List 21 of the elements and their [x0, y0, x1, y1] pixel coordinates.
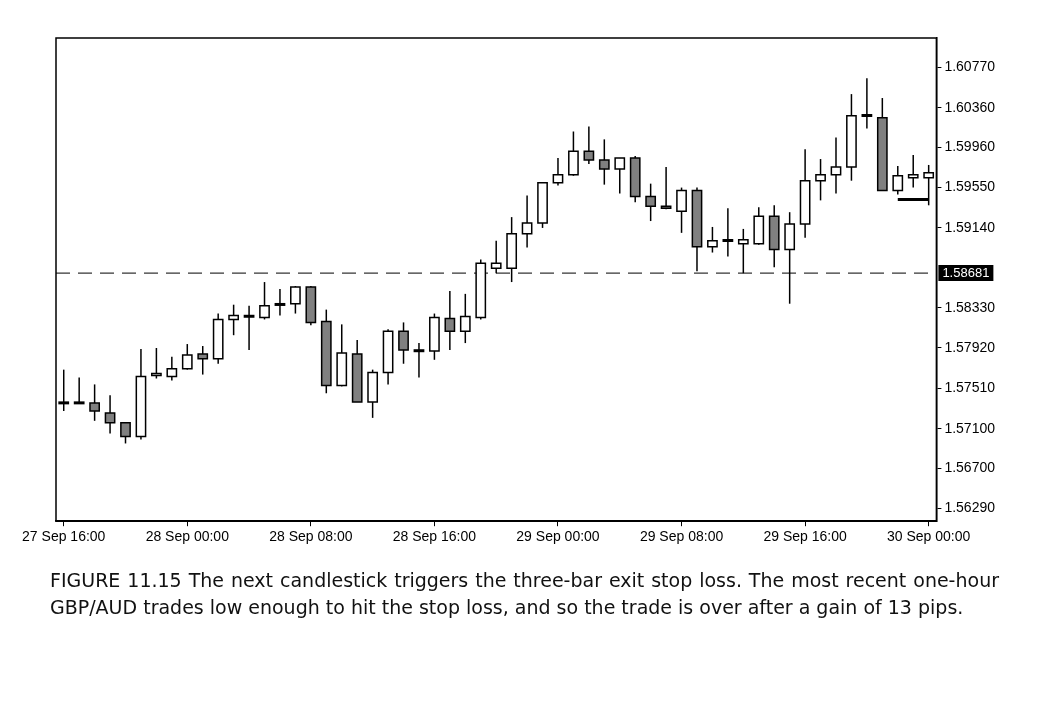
x-tick-label: 29 Sep 00:00 — [516, 528, 600, 545]
y-tick-label: 1.58330 — [944, 298, 996, 315]
y-tick-label: 1.59550 — [944, 178, 996, 195]
y-tick-label: 1.57510 — [944, 379, 996, 396]
y-tick-label: 1.56290 — [944, 499, 996, 516]
x-tick-label: 28 Sep 16:00 — [392, 528, 477, 545]
y-tick-label: 1.60360 — [944, 98, 996, 115]
caption: FIGURE 11.15 The next candlestick triggers the three-bar exit stop loss. The most recent one-hour GBP/AUD trades low enough to hit the stop loss, and so the trade is over after a gain of 13 pips. — [50, 568, 999, 620]
x-tick-label: 30 Sep 00:00 — [887, 528, 971, 545]
y-tick-label: 1.56700 — [944, 458, 996, 475]
y-tick-label: 1.57920 — [944, 338, 996, 355]
y-tick-label: 1.59960 — [944, 138, 996, 155]
x-tick-label: 27 Sep 16:00 — [22, 528, 106, 545]
x-tick-label: 29 Sep 16:00 — [763, 528, 847, 545]
y-tick-label: 1.57100 — [944, 419, 996, 436]
ref-line-label: 1.58681 — [942, 264, 990, 280]
x-tick-label: 28 Sep 08:00 — [269, 528, 353, 545]
y-tick-label: 1.59140 — [944, 218, 996, 235]
x-tick-label: 28 Sep 00:00 — [145, 528, 230, 545]
y-tick-label: 1.60770 — [944, 58, 996, 75]
x-tick-label: 29 Sep 08:00 — [639, 528, 724, 545]
